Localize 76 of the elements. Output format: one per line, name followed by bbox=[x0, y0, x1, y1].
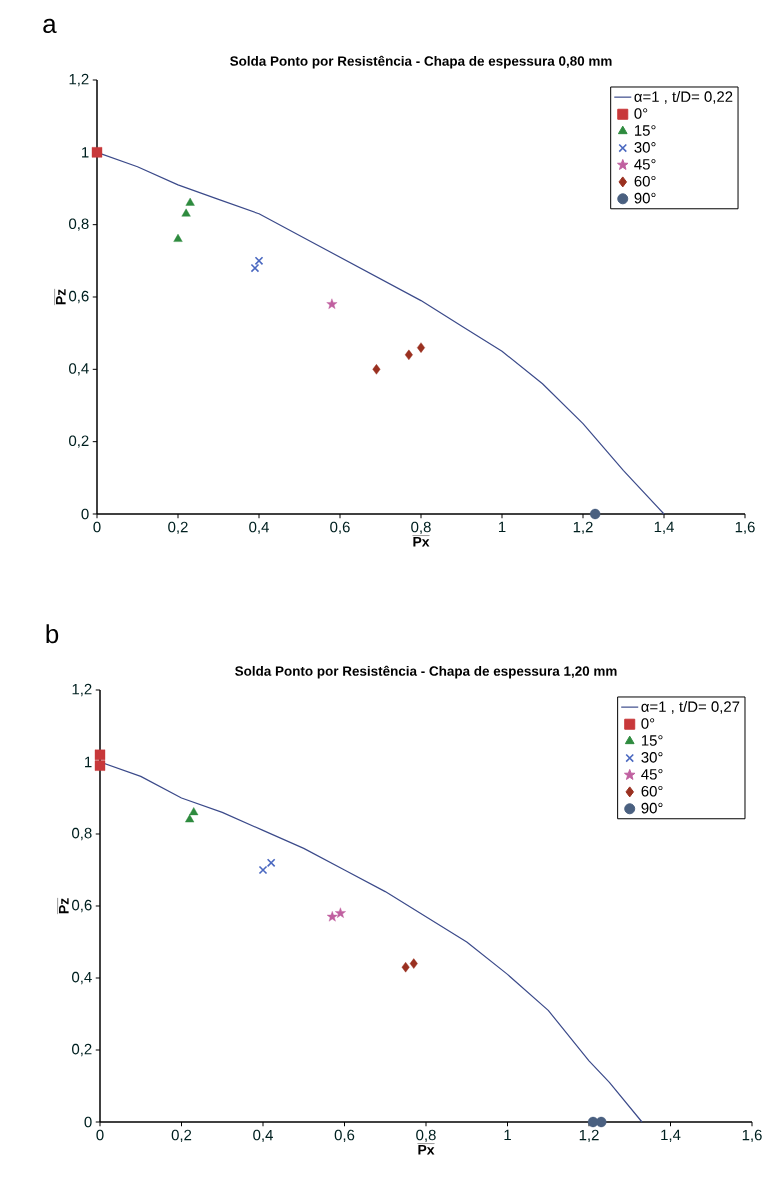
y-tick-label: 1 bbox=[85, 756, 92, 768]
y-tick-label: 0 bbox=[84, 1116, 92, 1128]
y-tick-label: 1,2 bbox=[69, 73, 89, 87]
y-tick-label: 0,6 bbox=[69, 290, 89, 304]
x-axis-title: Px bbox=[418, 1144, 435, 1155]
legend-label: α=1 , t/D= 0,22 bbox=[634, 90, 733, 104]
point bbox=[91, 147, 103, 158]
point bbox=[409, 958, 418, 969]
point bbox=[401, 962, 410, 973]
legend-label: 45° bbox=[634, 159, 656, 170]
point bbox=[404, 349, 413, 361]
chart-title: Solda Ponto por Resistência - Chapa de espessura 0,80 mm bbox=[230, 55, 612, 69]
x-tick-label: 1,4 bbox=[661, 1129, 681, 1142]
y-tick-label: 0,2 bbox=[69, 435, 89, 448]
point bbox=[185, 814, 195, 823]
point bbox=[185, 197, 195, 206]
y-tick-label: 1 bbox=[82, 147, 89, 158]
legend-label: 30° bbox=[634, 142, 656, 153]
x-tick-label: 0,2 bbox=[171, 1129, 192, 1143]
text: a bbox=[43, 18, 57, 34]
legend-label: 15° bbox=[641, 735, 663, 746]
point bbox=[173, 233, 183, 242]
x-tick-label: 0,8 bbox=[411, 521, 431, 535]
x-tick-label: 0,4 bbox=[249, 521, 269, 535]
legend-label: 15° bbox=[635, 125, 656, 136]
chart-title: Solda Ponto por Resistência - Chapa de espessura 1,20 mm bbox=[235, 665, 617, 679]
legend-label: 90° bbox=[634, 192, 656, 204]
point bbox=[589, 508, 601, 520]
legend-label: 0° bbox=[634, 108, 648, 119]
point bbox=[181, 208, 191, 217]
x-tick-label: 0,6 bbox=[334, 1129, 355, 1143]
x-tick-label: 1,6 bbox=[742, 1129, 762, 1143]
y-tick-label: 0,8 bbox=[72, 827, 92, 841]
point bbox=[189, 807, 199, 816]
point bbox=[372, 364, 381, 375]
legend-label: α=1 , t/D= 0,27 bbox=[641, 700, 740, 714]
point bbox=[596, 1116, 607, 1128]
point bbox=[417, 342, 425, 353]
legend-label: 30° bbox=[641, 752, 663, 763]
x-tick-label: 0 bbox=[93, 521, 101, 533]
x-tick-label: 0,4 bbox=[253, 1129, 273, 1143]
x-tick-label: 1,6 bbox=[735, 521, 755, 535]
y-axis-title: Pz bbox=[59, 898, 69, 914]
y-tick-label: 1,2 bbox=[72, 683, 92, 697]
legend-label: 60° bbox=[641, 785, 663, 797]
y-tick-label: 0,2 bbox=[72, 1043, 92, 1057]
y-tick-label: 0,4 bbox=[72, 971, 92, 985]
y-tick-label: 0,4 bbox=[69, 363, 89, 376]
legend-label: 60° bbox=[634, 175, 656, 187]
point bbox=[326, 911, 338, 922]
point bbox=[254, 256, 264, 266]
y-tick-label: 0 bbox=[81, 508, 89, 520]
x-tick-label: 0,6 bbox=[330, 521, 350, 535]
legend-label: 0° bbox=[641, 718, 655, 729]
point bbox=[326, 298, 338, 309]
x-axis-title: Px bbox=[413, 536, 430, 547]
point bbox=[335, 907, 346, 918]
legend-label: 45° bbox=[641, 769, 663, 780]
x-tick-label: 0 bbox=[96, 1129, 104, 1141]
point bbox=[94, 760, 106, 771]
y-axis-title: Pz bbox=[56, 289, 66, 305]
x-tick-label: 0,2 bbox=[168, 521, 188, 535]
legend-label: 90° bbox=[641, 802, 663, 814]
x-tick-label: 1 bbox=[498, 521, 506, 533]
x-tick-label: 1,2 bbox=[579, 1129, 599, 1143]
point bbox=[250, 263, 260, 273]
text: b bbox=[46, 624, 59, 644]
x-tick-label: 1,2 bbox=[573, 521, 593, 535]
point bbox=[94, 749, 106, 760]
x-tick-label: 1,4 bbox=[654, 521, 674, 534]
y-tick-label: 0,8 bbox=[69, 218, 89, 231]
x-tick-label: 1 bbox=[504, 1129, 511, 1141]
y-tick-label: 0,6 bbox=[72, 899, 92, 913]
point bbox=[258, 865, 268, 875]
point bbox=[266, 858, 276, 868]
x-tick-label: 0,8 bbox=[416, 1129, 436, 1143]
